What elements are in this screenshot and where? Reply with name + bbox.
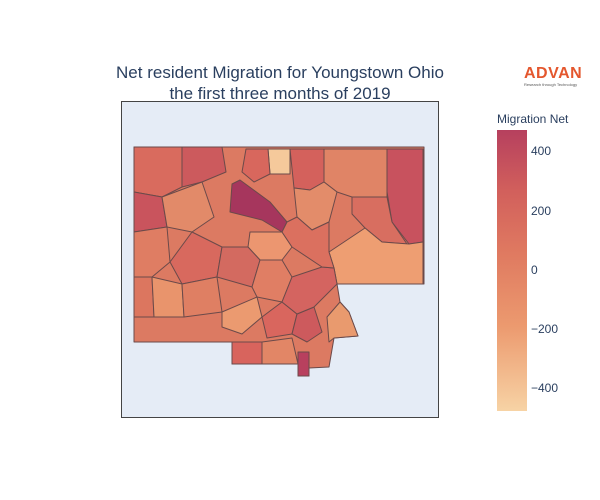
tract-west-8 <box>151 276 185 318</box>
tract-west-4 <box>133 276 155 318</box>
tract-s-3 <box>297 351 310 377</box>
tract-cs-2 <box>221 296 263 335</box>
logo-tagline: Research through Technology <box>524 82 578 87</box>
tract-west-6 <box>161 181 215 233</box>
colorbar-tick-neg400: −400 <box>531 381 559 395</box>
chart-title: Net resident Migration for Youngstown Oh… <box>60 62 500 104</box>
tract-west-3 <box>133 226 171 278</box>
colorbar-title: Migration Net <box>497 112 569 126</box>
colorbar-tick-200: 200 <box>531 204 552 218</box>
tract-west-1 <box>133 146 183 198</box>
colorbar <box>497 130 527 411</box>
colorbar-tick-neg200: −200 <box>531 322 559 336</box>
logo-wordmark: ADVAN <box>524 65 583 82</box>
tract-ec-2 <box>281 216 335 269</box>
tract-s-2 <box>261 337 299 365</box>
tract-s-4 <box>326 301 359 343</box>
title-line-2: the first three months of 2019 <box>169 84 391 103</box>
tract-north-pale <box>267 148 291 175</box>
tract-west-9 <box>181 276 223 318</box>
tract-north-1 <box>241 148 271 183</box>
tract-west-5 <box>181 146 227 188</box>
advan-logo: ADVAN Research through Technology <box>524 66 594 88</box>
map-frame[interactable] <box>121 101 439 418</box>
title-line-1: Net resident Migration for Youngstown Oh… <box>116 63 444 82</box>
colorbar-tick-400: 400 <box>531 144 552 158</box>
colorbar-tick-0: 0 <box>531 263 538 277</box>
tract-north-2 <box>289 148 325 191</box>
tract-s-1 <box>231 341 263 365</box>
choropleth-map[interactable] <box>122 102 438 417</box>
